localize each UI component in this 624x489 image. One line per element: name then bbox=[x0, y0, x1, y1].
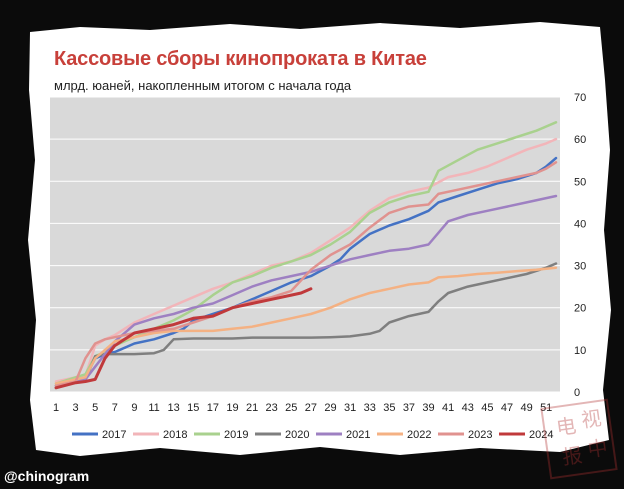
svg-text:电: 电 bbox=[555, 413, 578, 440]
x-tick-label: 13 bbox=[168, 402, 180, 414]
y-tick-label: 30 bbox=[574, 261, 586, 273]
legend: 2017 2018 2019 2020 2021 2022 2023 2024 bbox=[72, 429, 553, 441]
y-tick-label: 60 bbox=[574, 134, 586, 146]
series-line-2023 bbox=[54, 161, 558, 387]
x-tick-label: 33 bbox=[364, 402, 376, 414]
legend-label: 2023 bbox=[468, 429, 492, 441]
y-tick-label: 10 bbox=[574, 345, 586, 357]
y-tick-labels: 0 10 20 30 40 50 60 70 bbox=[574, 92, 586, 399]
x-tick-label: 45 bbox=[481, 402, 493, 414]
x-tick-label: 41 bbox=[442, 402, 454, 414]
x-tick-label: 23 bbox=[266, 402, 278, 414]
svg-text:报: 报 bbox=[561, 443, 584, 470]
x-tick-label: 49 bbox=[520, 402, 532, 414]
x-tick-label: 1 bbox=[53, 402, 59, 414]
series-line-2024 bbox=[54, 287, 313, 390]
chart-subtitle: млрд. юаней, накопленным итогом с начала… bbox=[54, 78, 352, 93]
series-lines bbox=[54, 121, 558, 390]
chart-title: Кассовые сборы кинопроката в Китае bbox=[54, 48, 427, 70]
x-tick-label: 15 bbox=[187, 402, 199, 414]
y-tick-label: 70 bbox=[574, 92, 586, 104]
watermark: @chinogram bbox=[4, 468, 90, 484]
x-tick-label: 5 bbox=[92, 402, 98, 414]
legend-label: 2019 bbox=[224, 429, 248, 441]
x-tick-label: 35 bbox=[383, 402, 395, 414]
legend-label: 2022 bbox=[407, 429, 431, 441]
y-tick-label: 50 bbox=[574, 176, 586, 188]
legend-label: 2018 bbox=[163, 429, 187, 441]
y-tick-label: 20 bbox=[574, 303, 586, 315]
x-tick-label: 25 bbox=[285, 402, 297, 414]
x-tick-label: 19 bbox=[226, 402, 238, 414]
x-tick-label: 17 bbox=[207, 402, 219, 414]
series-line-2020 bbox=[54, 262, 558, 390]
legend-label: 2024 bbox=[529, 429, 553, 441]
x-tick-label: 29 bbox=[324, 402, 336, 414]
x-tick-label: 11 bbox=[148, 402, 159, 414]
legend-label: 2021 bbox=[346, 429, 370, 441]
grid-lines bbox=[50, 96, 560, 393]
y-tick-label: 0 bbox=[574, 387, 580, 399]
x-tick-label: 7 bbox=[112, 402, 118, 414]
svg-text:视: 视 bbox=[580, 406, 603, 433]
x-tick-label: 43 bbox=[462, 402, 474, 414]
x-tick-label: 9 bbox=[131, 402, 137, 414]
x-tick-label: 27 bbox=[305, 402, 317, 414]
legend-label: 2017 bbox=[102, 429, 126, 441]
series-line-2017 bbox=[54, 156, 558, 387]
x-tick-label: 21 bbox=[246, 402, 258, 414]
x-tick-label: 47 bbox=[501, 402, 513, 414]
legend-label: 2020 bbox=[285, 429, 309, 441]
x-tick-label: 37 bbox=[403, 402, 415, 414]
x-tick-label: 31 bbox=[344, 402, 356, 414]
x-tick-label: 3 bbox=[73, 402, 79, 414]
stamp-seal-icon: 电 视 报 中 bbox=[540, 398, 618, 480]
x-tick-label: 39 bbox=[422, 402, 434, 414]
x-tick-label: 51 bbox=[540, 402, 552, 414]
y-tick-label: 40 bbox=[574, 218, 586, 230]
series-line-2022 bbox=[54, 266, 558, 385]
x-tick-labels: 1 3 5 7 9 11 13 15 17 19 21 23 25 27 29 31 33 35 37 39 41 43 4… bbox=[53, 402, 552, 414]
svg-text:中: 中 bbox=[586, 435, 609, 462]
